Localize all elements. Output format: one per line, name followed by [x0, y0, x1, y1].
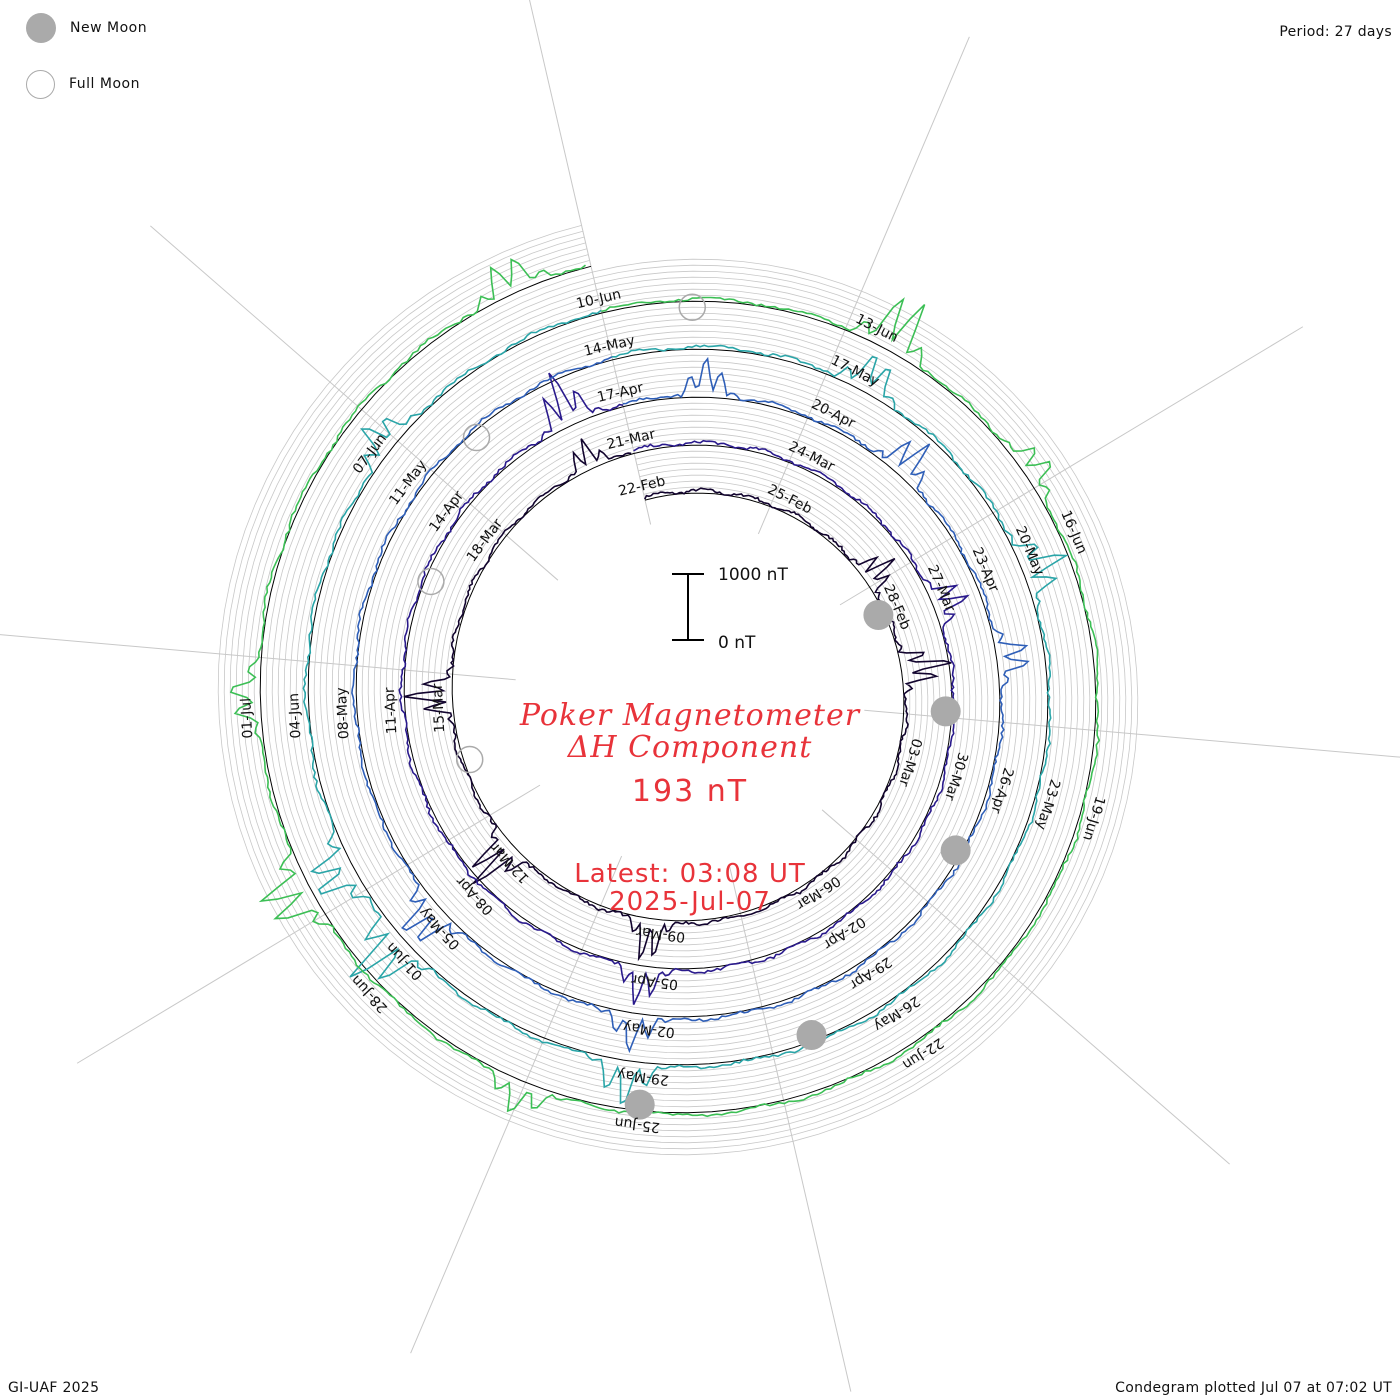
date-tick-label: 10-Jun	[575, 286, 623, 312]
grid-spiral	[235, 242, 1121, 1138]
magnetometer-traces	[229, 258, 1101, 1118]
date-tick-label: 16-Jun	[1057, 508, 1090, 556]
date-tick-label: 29-May	[616, 1066, 669, 1088]
full-moon-marker	[455, 745, 484, 774]
legend-full-moon: Full Moon	[26, 68, 140, 100]
spoke-line	[0, 634, 516, 681]
spoke-line	[821, 809, 1230, 1165]
chart-title: Poker Magnetometer ΔH Component	[440, 700, 940, 764]
grid-spiral	[247, 254, 1109, 1126]
scale-top-label: 1000 nT	[718, 565, 788, 585]
spoke-line	[839, 326, 1304, 606]
full-moon-icon	[26, 69, 55, 99]
date-tick-label: 25-Jun	[614, 1114, 661, 1135]
spoke-line	[728, 865, 852, 1392]
spoke-line	[757, 36, 970, 535]
grid-spiral	[253, 260, 1103, 1120]
new-moon-marker	[940, 835, 971, 866]
legend-new-moon-label: New Moon	[70, 20, 148, 36]
full-moon-marker	[678, 293, 707, 321]
date-tick-label: 22-Feb	[617, 473, 667, 499]
trace-rotation-1	[403, 438, 952, 962]
footer-credit: GI-UAF 2025	[8, 1380, 100, 1396]
grid-spiral	[241, 248, 1115, 1132]
new-moon-icon	[26, 13, 56, 43]
grid-spirals	[217, 225, 1139, 1156]
new-moon-marker	[796, 1020, 827, 1051]
grid-spiral	[229, 236, 1127, 1144]
new-moon-marker	[930, 696, 961, 727]
scale-bar: 1000 nT 0 nT	[672, 565, 788, 653]
baseline-spiral	[259, 265, 1097, 1114]
spoke-line	[150, 225, 559, 581]
latest-value: 193 nT	[631, 774, 749, 809]
trace-rotation-5	[229, 258, 1101, 1118]
date-tick-label: 01-Jul	[238, 698, 256, 739]
date-tick-label: 08-May	[334, 687, 353, 740]
title-line1: Poker Magnetometer	[519, 698, 861, 733]
latest-time: Latest: 03:08 UT	[574, 859, 806, 889]
date-tick-label: 01-Jun	[383, 939, 426, 983]
moon-markers	[417, 293, 971, 1120]
new-moon-marker	[863, 600, 894, 631]
footer-plotted: Condegram plotted Jul 07 at 07:02 UT	[1115, 1380, 1392, 1396]
full-moon-marker	[462, 423, 491, 452]
date-tick-label: 15-Mar	[430, 683, 449, 733]
trace-rotation-2	[398, 372, 970, 1005]
latest-time-block: Latest: 03:08 UT 2025-Jul-07	[440, 860, 940, 916]
date-tick-label: 09-Mar	[635, 923, 686, 945]
spoke-line	[76, 784, 541, 1064]
latest-date: 2025-Jul-07	[609, 887, 771, 917]
period-label: Period: 27 days	[1279, 24, 1392, 40]
date-tick-label: 17-Apr	[596, 380, 645, 406]
grid-spiral	[217, 225, 1139, 1156]
trace-rotation-4	[302, 309, 1069, 1105]
date-tick-label: 21-Mar	[605, 426, 657, 453]
date-tick-label: 20-May	[1012, 524, 1047, 578]
legend-full-moon-label: Full Moon	[69, 76, 140, 92]
date-tick-label: 04-Jun	[286, 693, 304, 739]
date-tick-label: 23-Apr	[969, 545, 1002, 595]
trace-rotation-3	[351, 356, 1030, 1054]
scale-bottom-label: 0 nT	[718, 633, 756, 653]
new-moon-marker	[624, 1089, 655, 1120]
full-moon-marker	[417, 567, 445, 596]
date-tick-label: 13-Jun	[853, 311, 901, 346]
spoke-line	[529, 0, 652, 525]
date-tick-label: 05-Apr	[630, 971, 679, 993]
title-line2: ΔH Component	[567, 730, 813, 765]
grid-spiral	[223, 230, 1133, 1150]
baseline-spirals	[259, 265, 1097, 1114]
date-tick-label: 02-May	[622, 1018, 675, 1040]
date-tick-label: 11-Apr	[382, 687, 400, 735]
legend-new-moon: New Moon	[26, 12, 147, 44]
